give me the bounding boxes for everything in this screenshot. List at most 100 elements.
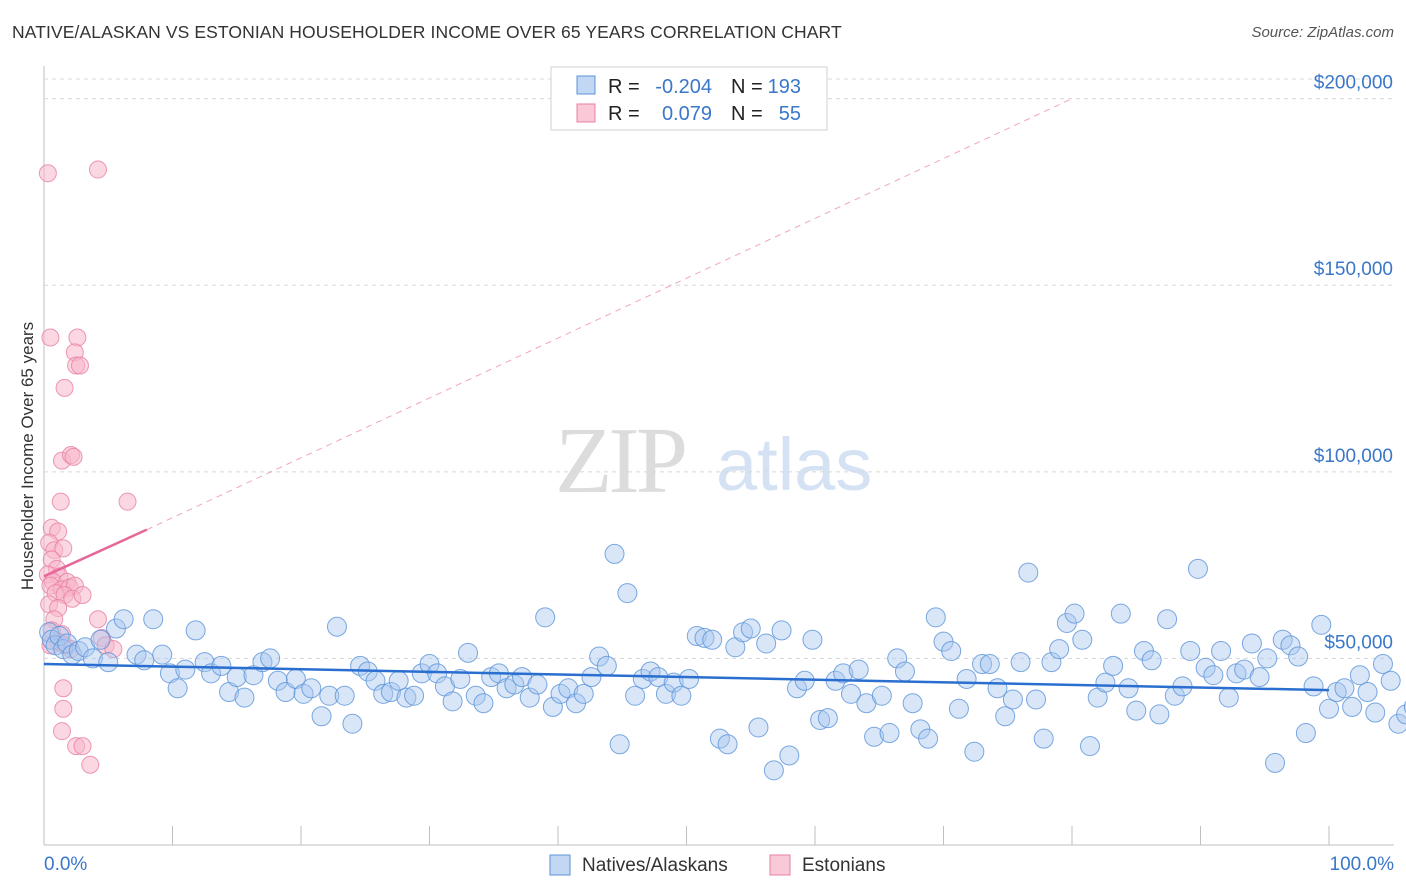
native-point (113, 609, 134, 630)
y-tick-label: $150,000 (1314, 259, 1393, 280)
estonian-point (64, 447, 83, 466)
native-point (458, 642, 479, 663)
native-point (581, 667, 602, 688)
native-point (1372, 654, 1393, 675)
estonian-trend-line (43, 528, 148, 578)
native-point (686, 626, 707, 647)
estonian-point (41, 328, 60, 347)
native-point (473, 693, 494, 714)
native-point (702, 629, 723, 650)
native-point (167, 678, 188, 699)
native-point (311, 706, 332, 727)
native-points (39, 543, 1406, 781)
native-point (632, 668, 653, 689)
native-point (535, 607, 556, 628)
native-n-label: N = (731, 76, 763, 98)
native-point (396, 687, 417, 708)
native-point (887, 648, 908, 669)
estonian-trend-extension (146, 98, 1073, 531)
native-point (1149, 704, 1170, 725)
estonian-point (52, 722, 71, 741)
native-point (894, 661, 915, 682)
native-point (234, 687, 255, 708)
native-point (655, 683, 676, 704)
native-point (334, 685, 355, 706)
native-point (972, 654, 993, 675)
native-point (465, 685, 486, 706)
native-point (941, 640, 962, 661)
native-point (1203, 665, 1224, 686)
estonian-n-value: 55 (779, 103, 801, 125)
native-point (1157, 609, 1178, 630)
x-ticks (43, 826, 1330, 845)
native-point (1380, 670, 1401, 691)
native-point (833, 663, 854, 684)
estonian-r-label: R = (608, 103, 640, 125)
native-point (98, 652, 119, 673)
native-point (1342, 696, 1363, 717)
native-point (39, 622, 60, 643)
native-n-value: 193 (768, 76, 801, 98)
estonian-point (73, 737, 92, 756)
native-point (694, 627, 715, 648)
native-swatch (576, 75, 596, 95)
native-point (573, 683, 594, 704)
native-point (1334, 678, 1355, 699)
native-point (1349, 665, 1370, 686)
estonian-point (73, 585, 92, 604)
native-point (596, 655, 617, 676)
native-point (1295, 723, 1316, 744)
native-point (185, 620, 206, 641)
native-point (918, 728, 939, 749)
estonian-point (51, 492, 70, 511)
native-point (1280, 635, 1301, 656)
native-point (948, 698, 969, 719)
native-point (1319, 698, 1339, 719)
native-r-label: R = (608, 76, 640, 98)
estonian-point (54, 539, 73, 558)
native-point (1002, 689, 1023, 710)
native-point (1195, 657, 1216, 678)
native-point (1033, 728, 1054, 749)
native-point (864, 726, 885, 747)
watermark-atlas: atlas (716, 423, 872, 506)
native-point (373, 683, 394, 704)
native-point (504, 674, 525, 695)
native-point (1288, 646, 1309, 667)
native-point (152, 644, 173, 665)
estonian-swatch (576, 103, 596, 123)
x-tick-label-max: 100.0% (1330, 854, 1395, 875)
native-point (771, 620, 792, 641)
estonian-point (38, 164, 57, 183)
native-point (442, 691, 463, 712)
native-point (301, 678, 322, 699)
native-point (964, 741, 985, 762)
y-tick-labels: $50,000 $100,000 $150,000 $200,000 (1314, 73, 1393, 654)
native-point (1079, 736, 1100, 757)
native-point (995, 706, 1016, 727)
native-point (90, 629, 111, 650)
native-point (979, 654, 1000, 675)
native-point (1126, 700, 1147, 721)
native-point (748, 717, 769, 738)
native-point (756, 633, 777, 654)
native-point (1265, 752, 1286, 773)
native-point (1110, 603, 1131, 624)
native-point (1018, 562, 1039, 583)
x-tick-label-min: 0.0% (44, 854, 87, 875)
native-point (211, 655, 232, 676)
native-point (871, 685, 892, 706)
y-tick-label: $200,000 (1314, 73, 1393, 94)
native-point (902, 693, 923, 714)
native-point (1180, 640, 1201, 661)
estonian-point (70, 356, 89, 375)
native-point (779, 745, 800, 766)
native-point (1049, 639, 1070, 660)
native-point (267, 670, 288, 691)
legend-estonian-label: Estonians (802, 855, 885, 876)
native-point (1072, 629, 1093, 650)
native-point (1141, 650, 1162, 671)
native-point (617, 583, 638, 604)
native-point (380, 682, 401, 702)
